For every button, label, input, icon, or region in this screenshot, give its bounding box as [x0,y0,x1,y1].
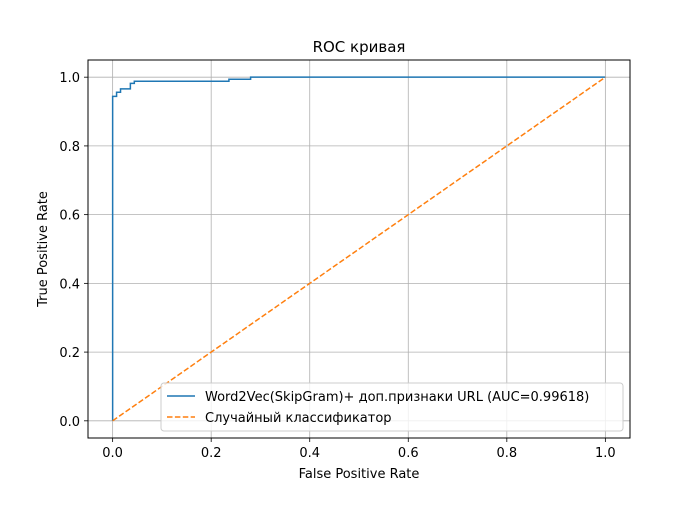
y-tick-label: 1.0 [59,71,80,86]
x-tick-label: 0.8 [496,446,517,461]
x-tick-label: 0.2 [201,446,222,461]
x-tick-label: 0.4 [299,446,320,461]
y-tick-label: 0.2 [59,346,80,361]
y-tick-label: 0.4 [59,277,80,292]
x-axis-label: False Positive Rate [299,467,420,482]
random-classifier-line [112,76,606,422]
tick-layer: 0.0 0.2 0.4 0.6 0.8 1.0 0.0 0.2 0.4 0.6 0.8 1.0 [59,71,615,461]
y-tick-label: 0.8 [59,140,80,155]
legend-box [160,382,624,432]
series-layer [111,76,606,422]
chart-title: ROC кривая [313,38,406,56]
x-tick-label: 1.0 [595,446,616,461]
y-tick-label: 0.0 [59,415,80,430]
x-tick-label: 0.6 [398,446,419,461]
y-axis-label: True Positive Rate [36,191,51,308]
x-tick-label: 0.0 [102,446,123,461]
legend-label-roc: Word2Vec(SkipGram)+ доп.признаки URL (AU… [205,390,589,405]
y-tick-label: 0.6 [59,209,80,224]
roc-curve-line [111,76,606,421]
legend-label-random: Случайный классификатор [205,411,392,426]
legend: Word2Vec(SkipGram)+ доп.признаки URL (AU… [160,382,624,432]
plot-frame [87,59,631,439]
